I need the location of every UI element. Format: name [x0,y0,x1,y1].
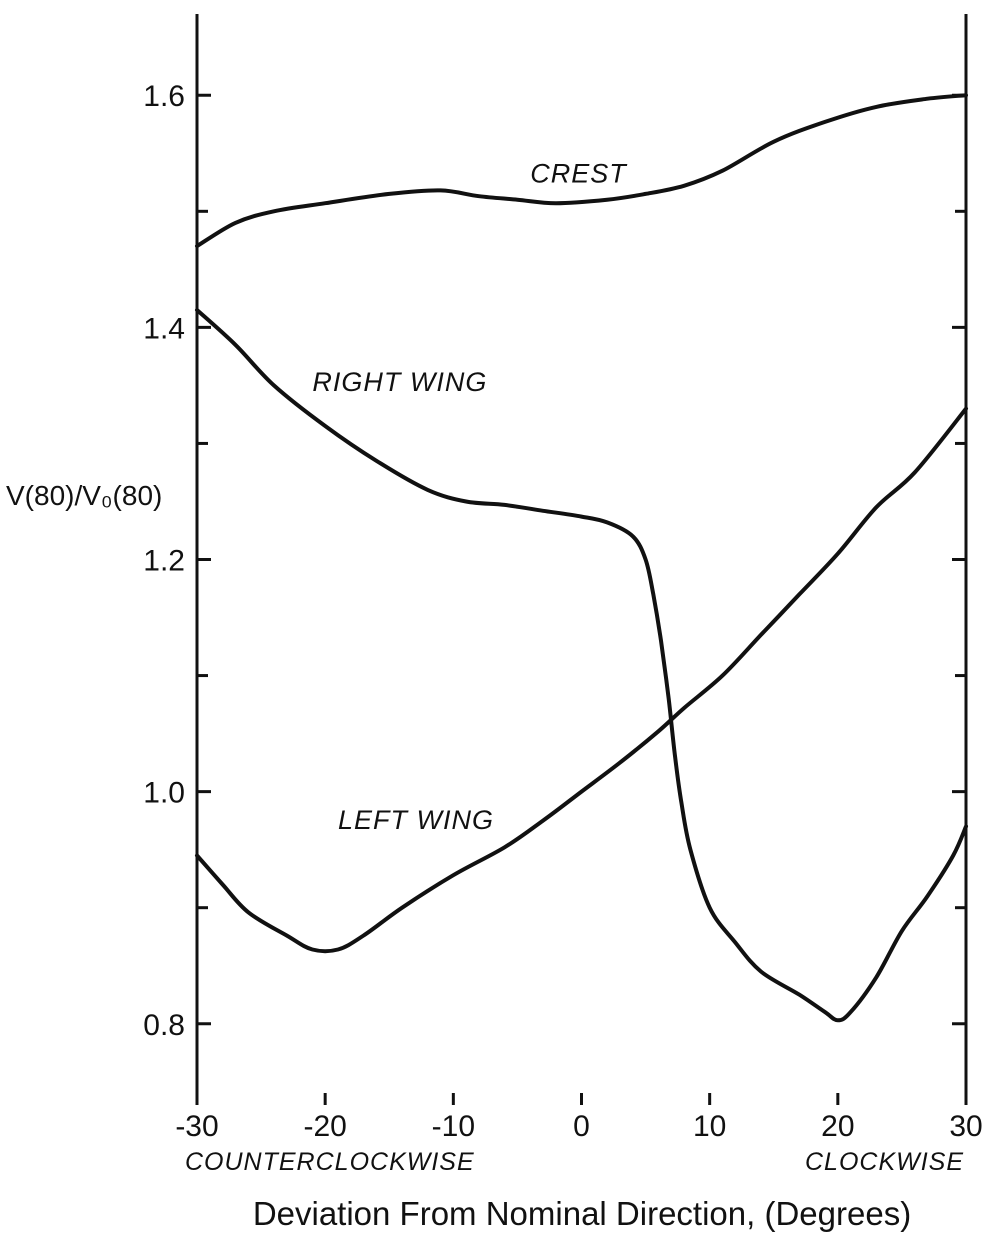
x-tick-label: -10 [432,1110,475,1143]
x-tick-label: 20 [821,1110,854,1143]
x-tick-label: 30 [949,1110,982,1143]
counterclockwise-label: COUNTERCLOCKWISE [185,1148,475,1176]
x-tick-label: 10 [693,1110,726,1143]
y-axis-label: V(80)/V₀(80) [6,480,162,511]
series-line-crest [195,93,968,249]
series-line-right-wing [195,308,968,1023]
tick-marks [195,93,968,1105]
x-tick-label: -30 [175,1110,218,1143]
clockwise-label: CLOCKWISE [805,1148,964,1176]
series-line-left-wing [195,406,968,954]
y-tick-label: 1.6 [143,80,185,113]
y-tick-label: 1.4 [143,312,185,345]
series-label-right-wing: RIGHT WING [312,367,487,397]
y-tick-label: 1.0 [143,777,185,810]
series-lines [195,93,968,1023]
y-tick-label: 1.2 [143,545,185,578]
series-label-crest: CREST [530,158,628,188]
tick-labels: 0.8 1.0 1.2 1.4 1.6 -30 -20 -10 0 10 20 30 [143,80,982,1143]
x-tick-label: -20 [303,1110,346,1143]
series-labels: CREST RIGHT WING LEFT WING [312,158,628,835]
y-tick-label: 0.8 [143,1009,185,1042]
x-axis-label: Deviation From Nominal Direction, (Degre… [253,1195,911,1232]
x-tick-label: 0 [573,1110,590,1143]
series-label-left-wing: LEFT WING [338,805,494,835]
